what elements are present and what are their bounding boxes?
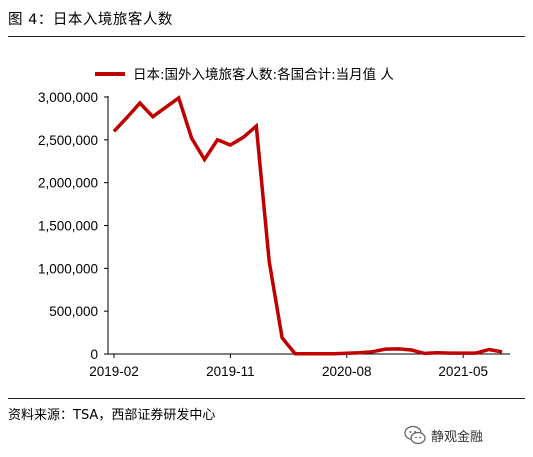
watermark-text: 静观金融	[431, 429, 484, 445]
y-tick-label: 500,000	[49, 304, 98, 319]
wechat-logo-icon	[404, 425, 426, 445]
y-tick-label: 1,500,000	[38, 219, 98, 234]
y-axis-ticks: 0 500,000 1,000,000 1,500,000 2,000,000 2,500…	[38, 90, 108, 362]
x-tick-label: 2020-08	[322, 364, 372, 379]
legend-label: 日本:国外入境旅客人数:各国合计:当月值 人	[133, 66, 394, 83]
x-tick-label: 2019-11	[206, 364, 255, 379]
source-note: 资料来源：TSA，西部证券研发中心	[8, 408, 216, 423]
watermark: 静观金融	[403, 423, 483, 447]
y-tick-label: 2,500,000	[38, 133, 98, 148]
series-points	[113, 97, 503, 354]
y-tick-label: 2,000,000	[38, 176, 98, 191]
y-tick-label: 0	[90, 347, 98, 362]
line-chart: 日本:国外入境旅客人数:各国合计:当月值 人 0 500,000 1,000,000…	[38, 66, 510, 379]
top-rule	[8, 36, 525, 37]
chart-axes	[107, 96, 510, 355]
y-tick-label: 3,000,000	[38, 90, 98, 105]
x-tick-label: 2021-05	[438, 364, 488, 379]
x-axis-ticks: 2019-02 2019-11 2020-08 2021-05	[89, 354, 488, 379]
series-line	[112, 95, 503, 356]
bottom-rule	[8, 398, 525, 399]
y-tick-label: 1,000,000	[38, 261, 98, 276]
chart-legend: 日本:国外入境旅客人数:各国合计:当月值 人	[95, 66, 394, 83]
figure-title: 图 4：日本入境旅客人数	[8, 12, 173, 28]
x-tick-label: 2019-02	[89, 364, 139, 379]
